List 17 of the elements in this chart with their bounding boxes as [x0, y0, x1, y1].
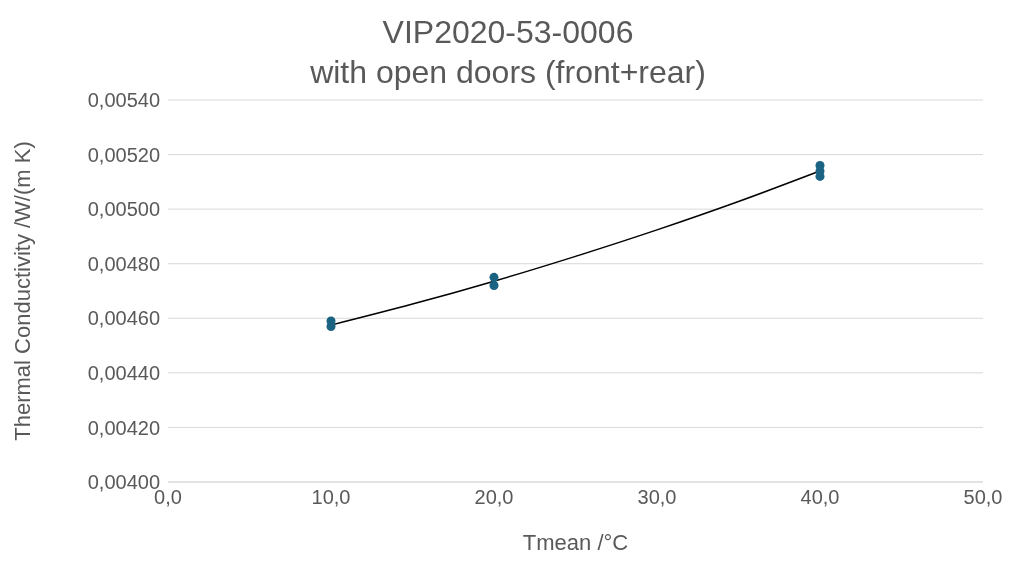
point — [489, 281, 499, 291]
y-tick-label: 0,00440 — [87, 361, 160, 384]
chart-subtitle: with open doors (front+rear) — [310, 54, 706, 90]
x-tick-label: 20,0 — [474, 486, 514, 509]
y-tick-label: 0,00500 — [87, 198, 160, 221]
y-tick-label: 0,00520 — [87, 143, 160, 166]
x-axis-title: Tmean /°C — [522, 530, 629, 555]
y-tick-label: 0,00540 — [87, 89, 160, 112]
x-tick-label: 50,0 — [963, 486, 1003, 509]
y-tick-label: 0,00480 — [87, 252, 160, 275]
x-tick-label: 30,0 — [637, 486, 677, 509]
y-axis-title: Thermal Conductivity /W/(m K) — [9, 141, 35, 441]
y-tick-label: 0,00420 — [87, 416, 160, 439]
x-tick-label: 10,0 — [311, 486, 351, 509]
y-tick-label: 0,00460 — [87, 307, 160, 330]
chart-title: VIP2020-53-0006 — [381, 13, 635, 52]
x-tick-label: 40,0 — [800, 486, 840, 509]
